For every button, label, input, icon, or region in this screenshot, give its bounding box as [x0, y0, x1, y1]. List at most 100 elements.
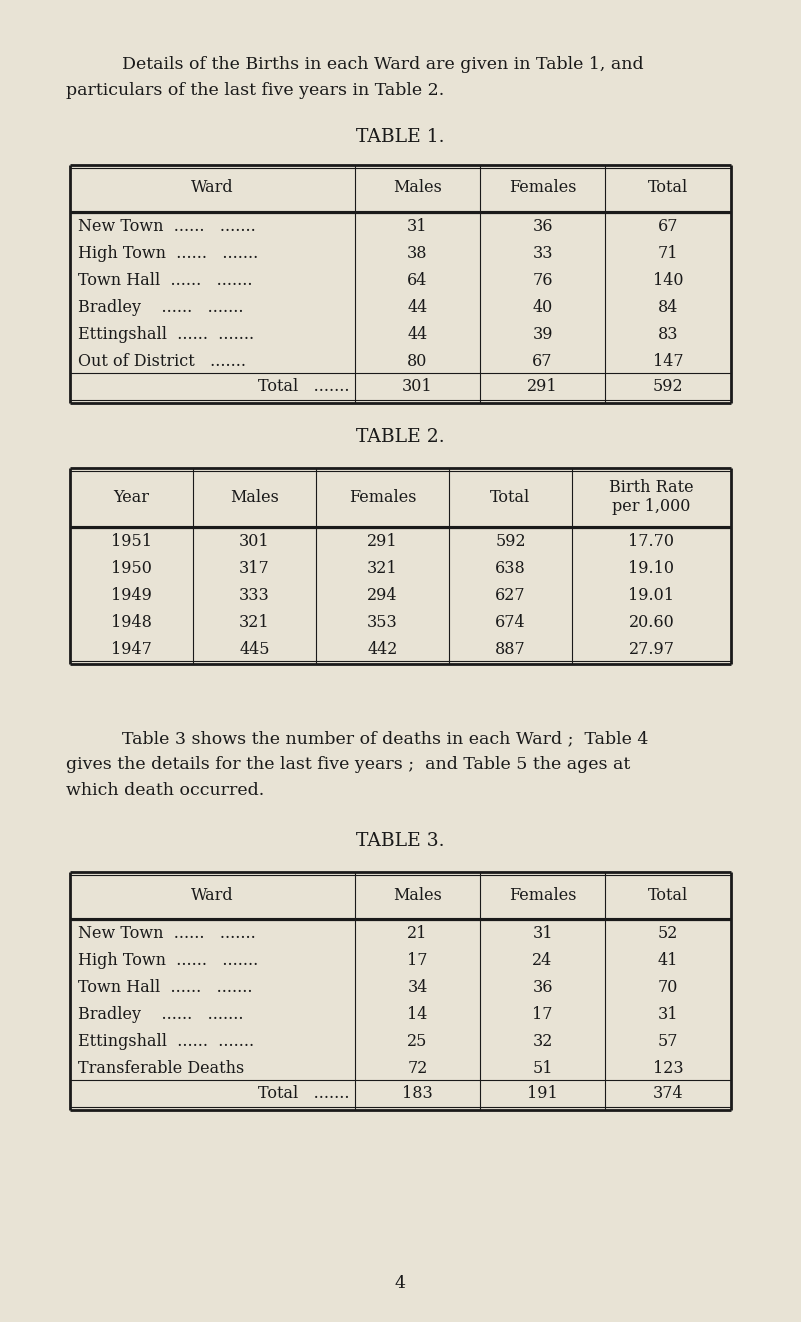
Text: 1949: 1949: [111, 587, 152, 604]
Text: 17: 17: [407, 952, 428, 969]
Text: 39: 39: [532, 327, 553, 342]
Text: 321: 321: [367, 561, 398, 576]
Text: 140: 140: [653, 272, 683, 290]
Text: 34: 34: [408, 980, 428, 995]
Text: Ward: Ward: [191, 180, 234, 197]
Text: 67: 67: [658, 218, 678, 235]
Text: particulars of the last five years in Table 2.: particulars of the last five years in Ta…: [66, 82, 445, 99]
Text: 17: 17: [532, 1006, 553, 1023]
Text: 36: 36: [532, 218, 553, 235]
Text: 123: 123: [653, 1060, 683, 1077]
Text: Total: Total: [648, 180, 688, 197]
Text: Ettingshall  ......  .......: Ettingshall ...... .......: [78, 1032, 254, 1050]
Text: 17.70: 17.70: [629, 533, 674, 550]
Text: 25: 25: [408, 1032, 428, 1050]
Text: 51: 51: [532, 1060, 553, 1077]
Text: Ettingshall  ......  .......: Ettingshall ...... .......: [78, 327, 254, 342]
Text: 592: 592: [653, 378, 683, 395]
Text: Ward: Ward: [191, 887, 234, 903]
Text: Birth Rate
per 1,000: Birth Rate per 1,000: [610, 479, 694, 516]
Text: which death occurred.: which death occurred.: [66, 783, 264, 798]
Text: 887: 887: [495, 641, 526, 658]
Text: 27.97: 27.97: [629, 641, 674, 658]
Text: 20.60: 20.60: [629, 613, 674, 631]
Text: 592: 592: [495, 533, 525, 550]
Text: Year: Year: [114, 489, 150, 505]
Text: Males: Males: [230, 489, 279, 505]
Text: Bradley    ......   .......: Bradley ...... .......: [78, 1006, 244, 1023]
Text: 57: 57: [658, 1032, 678, 1050]
Text: 19.10: 19.10: [629, 561, 674, 576]
Text: Details of the Births in each Ward are given in Table 1, and: Details of the Births in each Ward are g…: [100, 56, 644, 73]
Text: 70: 70: [658, 980, 678, 995]
Text: 183: 183: [402, 1085, 433, 1103]
Text: 147: 147: [653, 353, 683, 370]
Text: 294: 294: [367, 587, 398, 604]
Text: 38: 38: [407, 245, 428, 262]
Text: Bradley    ......   .......: Bradley ...... .......: [78, 299, 244, 316]
Text: 67: 67: [532, 353, 553, 370]
Text: 21: 21: [408, 925, 428, 943]
Text: 64: 64: [408, 272, 428, 290]
Text: 291: 291: [367, 533, 398, 550]
Text: 33: 33: [532, 245, 553, 262]
Text: TABLE 2.: TABLE 2.: [356, 428, 445, 446]
Text: Females: Females: [509, 180, 576, 197]
Text: TABLE 3.: TABLE 3.: [356, 832, 445, 850]
Text: Females: Females: [348, 489, 417, 505]
Text: 71: 71: [658, 245, 678, 262]
Text: 627: 627: [495, 587, 525, 604]
Text: 41: 41: [658, 952, 678, 969]
Text: 24: 24: [533, 952, 553, 969]
Text: 191: 191: [527, 1085, 557, 1103]
Text: 291: 291: [527, 378, 557, 395]
Text: 674: 674: [495, 613, 525, 631]
Text: Females: Females: [509, 887, 576, 903]
Text: TABLE 1.: TABLE 1.: [356, 128, 445, 145]
Text: Out of District   .......: Out of District .......: [78, 353, 246, 370]
Text: 4: 4: [395, 1274, 405, 1292]
Text: Total: Total: [648, 887, 688, 903]
Text: 445: 445: [239, 641, 270, 658]
Text: New Town  ......   .......: New Town ...... .......: [78, 925, 256, 943]
Text: 44: 44: [408, 299, 428, 316]
Text: Table 3 shows the number of deaths in each Ward ;  Table 4: Table 3 shows the number of deaths in ea…: [100, 730, 648, 747]
Text: Transferable Deaths: Transferable Deaths: [78, 1060, 244, 1077]
Text: Total   .......: Total .......: [257, 378, 349, 395]
Text: 44: 44: [408, 327, 428, 342]
Text: New Town  ......   .......: New Town ...... .......: [78, 218, 256, 235]
Text: 72: 72: [408, 1060, 428, 1077]
Text: 40: 40: [533, 299, 553, 316]
Text: 1951: 1951: [111, 533, 152, 550]
Text: 1948: 1948: [111, 613, 152, 631]
Text: 301: 301: [402, 378, 433, 395]
Text: 374: 374: [653, 1085, 683, 1103]
Text: 1947: 1947: [111, 641, 152, 658]
Text: 83: 83: [658, 327, 678, 342]
Text: 31: 31: [407, 218, 428, 235]
Text: 84: 84: [658, 299, 678, 316]
Text: Town Hall  ......   .......: Town Hall ...... .......: [78, 980, 252, 995]
Text: 36: 36: [532, 980, 553, 995]
Text: Males: Males: [393, 180, 442, 197]
Text: Males: Males: [393, 887, 442, 903]
Text: gives the details for the last five years ;  and Table 5 the ages at: gives the details for the last five year…: [66, 756, 630, 773]
Text: 442: 442: [368, 641, 397, 658]
Text: Total   .......: Total .......: [257, 1085, 349, 1103]
Text: 19.01: 19.01: [629, 587, 674, 604]
Text: 76: 76: [532, 272, 553, 290]
Text: 1950: 1950: [111, 561, 152, 576]
Text: 52: 52: [658, 925, 678, 943]
Text: Town Hall  ......   .......: Town Hall ...... .......: [78, 272, 252, 290]
Text: 321: 321: [239, 613, 270, 631]
Text: 301: 301: [239, 533, 270, 550]
Text: 317: 317: [239, 561, 270, 576]
Text: 31: 31: [658, 1006, 678, 1023]
Text: High Town  ......   .......: High Town ...... .......: [78, 952, 258, 969]
Text: 80: 80: [408, 353, 428, 370]
Text: High Town  ......   .......: High Town ...... .......: [78, 245, 258, 262]
Text: 353: 353: [367, 613, 398, 631]
Text: 333: 333: [239, 587, 270, 604]
Text: 14: 14: [408, 1006, 428, 1023]
Text: Total: Total: [490, 489, 530, 505]
